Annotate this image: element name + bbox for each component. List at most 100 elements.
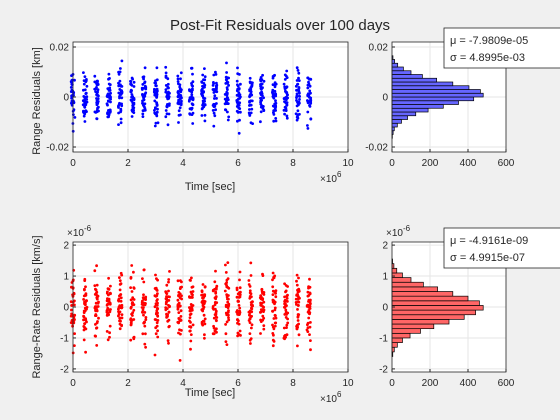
data-point xyxy=(282,97,286,101)
data-point xyxy=(118,288,122,292)
data-point xyxy=(117,111,120,115)
data-point xyxy=(274,92,278,96)
data-point xyxy=(95,344,99,347)
x-tick-label: 0 xyxy=(70,158,76,169)
data-point xyxy=(272,327,276,331)
data-point xyxy=(248,89,252,93)
data-point xyxy=(284,310,288,314)
x-tick-label: 4 xyxy=(180,378,186,389)
data-point xyxy=(129,82,133,86)
data-point xyxy=(212,326,216,330)
data-point xyxy=(141,115,145,118)
data-point xyxy=(226,118,230,122)
data-point xyxy=(144,318,148,321)
data-point xyxy=(70,312,73,316)
data-point xyxy=(95,309,99,313)
data-point xyxy=(297,100,301,104)
data-point xyxy=(84,91,88,95)
data-point xyxy=(154,332,158,336)
histogram-bar xyxy=(391,74,423,79)
data-point xyxy=(82,328,86,332)
data-point xyxy=(177,109,181,113)
data-point xyxy=(211,305,215,308)
data-point xyxy=(73,332,76,335)
data-point xyxy=(237,87,241,91)
histogram-bar xyxy=(391,323,435,330)
data-point xyxy=(273,321,277,325)
data-point xyxy=(285,114,289,118)
data-point xyxy=(190,285,194,289)
data-point xyxy=(168,270,171,273)
data-point xyxy=(225,61,228,65)
data-point xyxy=(235,286,239,290)
data-point xyxy=(176,279,180,283)
data-point xyxy=(167,112,171,116)
data-point xyxy=(106,95,109,99)
data-point xyxy=(167,278,171,281)
data-point xyxy=(308,285,312,289)
data-point xyxy=(142,75,146,79)
data-point xyxy=(285,299,289,303)
data-point xyxy=(107,276,110,280)
data-point xyxy=(259,87,263,90)
data-point xyxy=(190,276,193,280)
histogram-bar xyxy=(391,96,475,102)
data-point xyxy=(306,126,310,130)
data-point xyxy=(235,310,239,314)
data-point xyxy=(119,319,122,323)
data-point xyxy=(296,109,300,113)
data-point xyxy=(238,270,242,274)
data-point xyxy=(249,274,253,277)
data-point xyxy=(297,333,301,337)
data-point xyxy=(188,309,192,313)
data-point xyxy=(176,91,180,94)
y-tick-label: -1 xyxy=(60,333,69,344)
data-point xyxy=(258,296,262,300)
data-point xyxy=(178,106,182,110)
data-point xyxy=(82,99,86,102)
data-point xyxy=(224,305,228,308)
data-point xyxy=(237,319,240,323)
data-point xyxy=(261,305,265,308)
data-point xyxy=(284,108,288,112)
data-point xyxy=(70,74,73,77)
data-point xyxy=(201,73,205,77)
range-xlabel: Time [sec] xyxy=(185,181,235,193)
y-tick-label: -0.02 xyxy=(46,143,69,154)
data-point xyxy=(132,98,136,101)
data-point xyxy=(132,286,136,290)
data-point xyxy=(117,84,121,88)
x-exponent-label: ×106 xyxy=(320,390,342,405)
data-point xyxy=(202,99,206,103)
data-point xyxy=(203,113,207,117)
histogram-bar xyxy=(391,104,444,109)
data-point xyxy=(143,66,147,70)
data-point xyxy=(153,353,157,357)
x-tick-label: 0 xyxy=(389,378,395,389)
data-point xyxy=(156,307,160,311)
data-point xyxy=(224,311,228,315)
data-point xyxy=(273,89,277,93)
data-point xyxy=(271,344,275,348)
data-point xyxy=(83,75,87,78)
data-point xyxy=(179,309,183,313)
data-point xyxy=(153,99,157,103)
x-tick-label: 10 xyxy=(342,378,354,389)
data-point xyxy=(224,323,228,326)
data-point xyxy=(215,97,218,100)
data-point xyxy=(249,81,253,84)
data-point xyxy=(131,311,135,314)
data-point xyxy=(190,95,194,99)
data-point xyxy=(203,97,207,100)
x-tick-label: 6 xyxy=(235,158,241,169)
data-point xyxy=(164,115,168,119)
data-point xyxy=(261,94,264,97)
data-point xyxy=(143,92,147,96)
data-point xyxy=(155,113,158,117)
data-point xyxy=(271,285,275,289)
data-point xyxy=(260,308,264,312)
data-point xyxy=(119,117,123,121)
histogram-bar xyxy=(391,286,438,292)
data-point xyxy=(95,283,99,287)
data-point xyxy=(200,94,204,97)
